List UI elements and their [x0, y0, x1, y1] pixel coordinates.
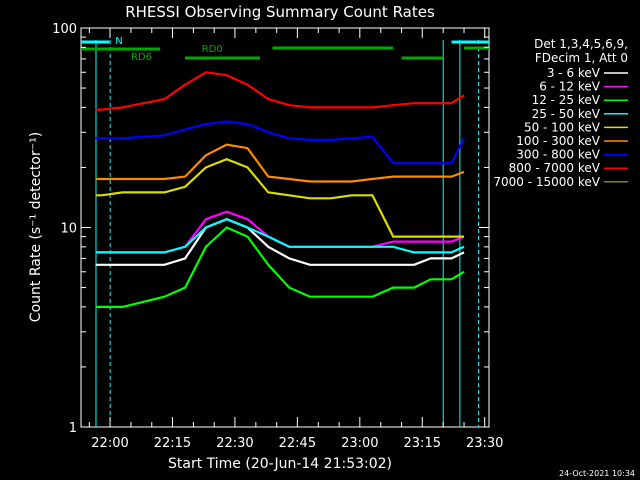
- legend-label: 25 - 50 keV: [532, 107, 601, 121]
- legend-label: 100 - 300 keV: [516, 134, 600, 148]
- series-line: [95, 226, 465, 308]
- annotation-label: RD0: [202, 44, 223, 55]
- series-line: [95, 218, 465, 254]
- y-tick-label: 1: [69, 421, 77, 436]
- series-lines: [95, 71, 465, 308]
- x-tick-label: 23:00: [341, 436, 378, 451]
- legend-label: 7000 - 15000 keV: [493, 175, 600, 189]
- series-line: [95, 218, 465, 266]
- y-tick-label: 100: [52, 22, 77, 37]
- annotation-bars: N RD0 RD6: [81, 36, 489, 63]
- series-line: [95, 71, 465, 111]
- legend-label: 3 - 6 keV: [547, 66, 601, 80]
- chart-title: RHESSI Observing Summary Count Rates: [125, 3, 435, 21]
- x-axis-ticks: 22:00 22:15 22:30 22:45 23:00 23:15 23:30: [88, 28, 503, 451]
- legend-label: 300 - 800 keV: [516, 148, 600, 162]
- annotation-label: N: [115, 36, 122, 47]
- vertical-markers: [95, 40, 480, 427]
- series-line: [95, 158, 464, 238]
- legend-label: 12 - 25 keV: [532, 93, 601, 107]
- x-tick-label: 22:00: [91, 436, 128, 451]
- x-tick-label: 22:30: [216, 436, 253, 451]
- x-tick-label: 23:15: [404, 436, 441, 451]
- x-tick-label: 22:15: [154, 436, 191, 451]
- legend-label: 50 - 100 keV: [524, 120, 601, 134]
- legend-header-line-1: Det 1,3,4,5,6,9,: [534, 37, 628, 51]
- legend-header-line-2: FDecim 1, Att 0: [535, 51, 628, 65]
- x-axis-label: Start Time (20-Jun-14 21:53:02): [168, 456, 392, 472]
- legend: Det 1,3,4,5,6,9, FDecim 1, Att 0 3 - 6 k…: [493, 37, 628, 189]
- annotation-label: RD6: [131, 52, 152, 63]
- legend-label: 800 - 7000 keV: [509, 161, 601, 175]
- plot-area: N RD0 RD6 1 10 100 22:00 22:15 22:30 22:45 23:00…: [52, 22, 503, 451]
- y-axis-ticks: 1 10 100: [52, 22, 489, 436]
- y-tick-label: 10: [60, 222, 77, 237]
- legend-label: 6 - 12 keV: [539, 80, 601, 94]
- series-line: [95, 120, 465, 165]
- series-line: [95, 143, 465, 183]
- y-axis-label: Count Rate (s⁻¹ detector⁻¹): [28, 132, 44, 322]
- x-tick-label: 23:30: [466, 436, 503, 451]
- footer-timestamp: 24-Oct-2021 10:34: [559, 469, 635, 478]
- x-tick-label: 22:45: [279, 436, 316, 451]
